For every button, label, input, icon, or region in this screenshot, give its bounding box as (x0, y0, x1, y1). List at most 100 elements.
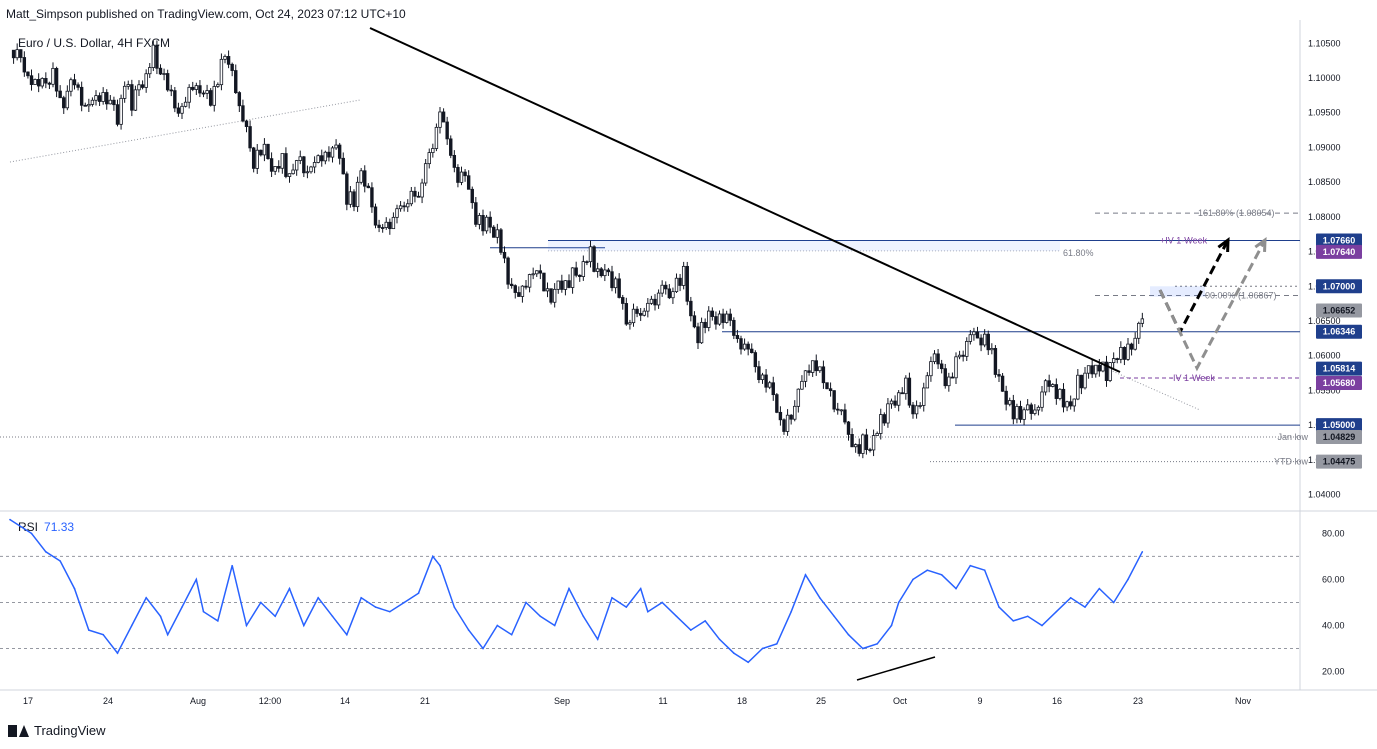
rsi-point (131, 624, 133, 627)
candle-body (814, 360, 818, 372)
symbol-title: Euro / U.S. Dollar, 4H FXCM (18, 36, 171, 50)
rsi-point (568, 587, 570, 590)
rsi-point (231, 564, 233, 567)
candle-body (1072, 398, 1076, 407)
rsi-divergence-line (856, 656, 936, 681)
candle-body (26, 71, 30, 77)
candle-body (947, 376, 951, 387)
rsi-point (496, 624, 499, 627)
chart-annotation: 00.00% (1.06867) (1205, 291, 1277, 301)
candle-body (115, 104, 120, 125)
time-tick-label: 21 (420, 696, 430, 706)
rsi-point (159, 615, 162, 618)
rsi-point (181, 606, 183, 608)
candle-body (782, 419, 786, 432)
candle-body (330, 147, 335, 158)
candle-body (72, 79, 77, 86)
rsi-point (1012, 620, 1015, 622)
candle-body (148, 67, 152, 75)
candle-body (699, 321, 704, 344)
candle-body (549, 288, 553, 303)
candle-body (488, 216, 492, 228)
candle-body (434, 126, 439, 149)
rsi-point (59, 560, 61, 562)
candle-body (237, 92, 242, 107)
candle-body (502, 251, 507, 259)
price-tick-label: 1.06500 (1308, 316, 1341, 326)
rsi-point (747, 661, 749, 664)
candle-body (384, 221, 388, 228)
footer-brand[interactable]: TradingView (8, 723, 106, 738)
candle-body (334, 144, 338, 149)
candle-body (126, 84, 130, 87)
candle-body (638, 313, 643, 316)
candle-body (857, 444, 861, 454)
candle-body (416, 195, 421, 198)
candle-body (1054, 384, 1059, 399)
candle-body (402, 205, 406, 208)
candle-body (943, 368, 947, 387)
candle-body (750, 348, 754, 353)
candle-body (1097, 364, 1102, 372)
candle-body (51, 67, 55, 85)
time-tick-label: 12:00 (259, 696, 282, 706)
candle-body (377, 224, 381, 228)
candle-body (904, 377, 908, 395)
candle-body (194, 85, 199, 90)
candle-body (244, 120, 249, 127)
chart-annotation: 161.80% (1.08054) (1198, 208, 1275, 218)
candle-body (1115, 358, 1119, 360)
rsi-point (317, 597, 319, 599)
rsi-point (482, 647, 484, 650)
candle-body (226, 56, 231, 65)
candle-body (965, 341, 969, 357)
candle-body (470, 188, 474, 204)
chart-annotation: 61.80% (1063, 248, 1094, 258)
price-badge-text: 1.07640 (1323, 247, 1356, 257)
candle-body (1011, 400, 1016, 420)
rsi-point (611, 597, 613, 599)
rsi-point (790, 610, 792, 613)
candle-body (836, 408, 840, 411)
time-tick-label: Sep (554, 696, 570, 706)
candle-body (309, 166, 313, 173)
price-tick-label: 1.09500 (1308, 108, 1341, 118)
candle-body (1129, 343, 1134, 350)
rsi-point (374, 606, 377, 608)
rsi-point (1127, 578, 1129, 581)
price-badge (1316, 375, 1362, 390)
candle-body (183, 101, 188, 107)
candle-body (642, 310, 646, 316)
rsi-point (776, 643, 778, 645)
candle-body (69, 79, 73, 92)
rsi-point (704, 620, 706, 622)
candle-body (656, 292, 661, 306)
candle-body (932, 353, 937, 363)
candle-body (180, 105, 184, 114)
candle-body (588, 246, 593, 263)
candle-body (1015, 406, 1019, 420)
candle-body (832, 390, 836, 410)
time-tick-label: 17 (23, 696, 33, 706)
candle-body (269, 158, 274, 172)
rsi-tick-label: 60.00 (1322, 574, 1345, 584)
candle-body (499, 229, 503, 253)
candle-body (581, 261, 586, 277)
candle-body (818, 366, 822, 372)
rsi-point (539, 615, 542, 618)
rsi-point (525, 601, 527, 604)
rsi-point (833, 615, 835, 618)
rsi-point (639, 587, 642, 590)
candle-body (961, 354, 965, 357)
rsi-point (761, 647, 764, 650)
candle-body (757, 366, 761, 381)
candle-body (1140, 318, 1145, 324)
candle-body (266, 143, 270, 160)
chart-annotation: -IV 1-Week (1170, 373, 1215, 383)
candle-body (1119, 346, 1123, 360)
dotted-trendline-upper (9, 99, 361, 163)
rsi-point (145, 597, 147, 599)
rsi-point (1069, 597, 1072, 599)
candle-body (871, 435, 876, 451)
